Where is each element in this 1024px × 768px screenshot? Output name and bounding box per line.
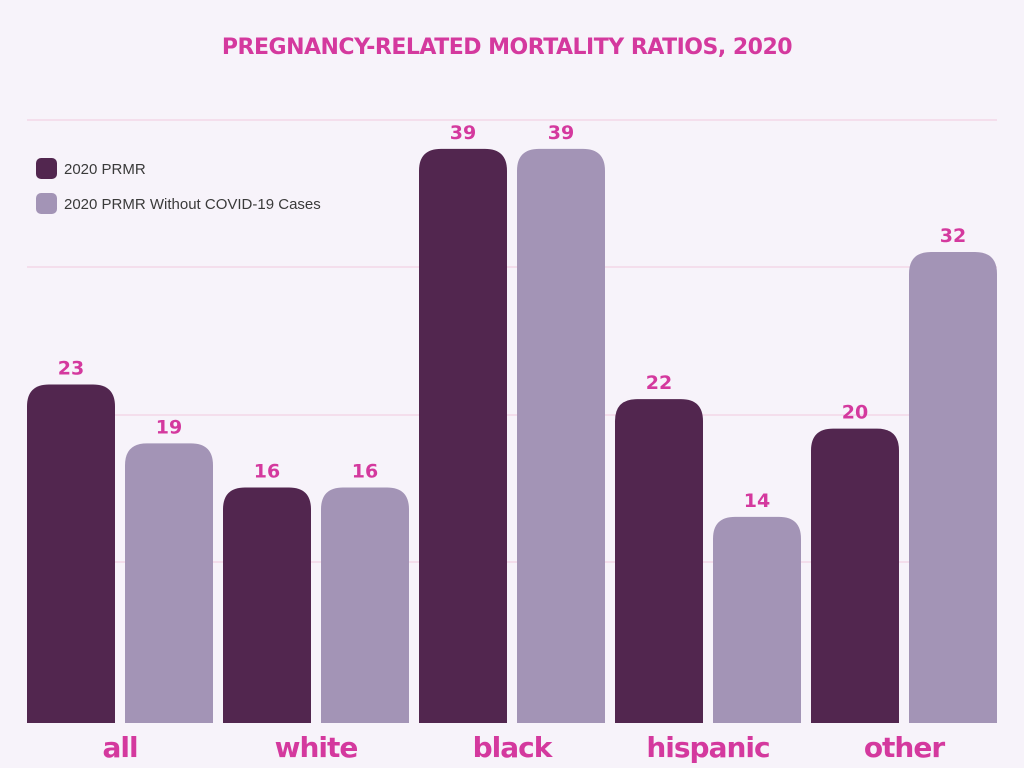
value-label-black-series-0: 39 [450,122,476,144]
bar-all-series-0 [27,384,115,723]
bar-black-series-0 [419,148,507,724]
chart-title: PREGNANCY-RELATED MORTALITY RATIOS, 2020 [222,35,792,60]
value-label-hispanic-series-0: 22 [646,372,672,394]
bar-hispanic-series-0 [615,399,703,723]
category-label-black: black [473,731,554,764]
bar-white-series-0 [223,487,311,723]
bar-black-series-1 [517,148,605,724]
bar-white-series-1 [321,487,409,723]
value-label-hispanic-series-1: 14 [744,490,770,512]
legend-label-prmr: 2020 PRMR [64,161,146,178]
bars [27,148,997,724]
value-labels: 23 19 16 16 39 39 22 14 20 32 [58,122,966,512]
legend-swatch-prmr [36,158,57,179]
bar-all-series-1 [125,443,213,723]
legend: 2020 PRMR 2020 PRMR Without COVID-19 Cas… [36,158,321,214]
value-label-white-series-0: 16 [254,460,280,482]
category-label-white: white [275,731,358,764]
legend-label-prmr-without-covid: 2020 PRMR Without COVID-19 Cases [64,196,321,213]
value-label-other-series-1: 32 [940,225,966,247]
legend-swatch-prmr-without-covid [36,193,57,214]
bar-hispanic-series-1 [713,516,801,723]
category-label-all: all [102,731,137,764]
category-label-hispanic: hispanic [646,731,769,764]
bar-other-series-0 [811,428,899,723]
value-label-all-series-1: 19 [156,416,182,438]
value-label-white-series-1: 16 [352,460,378,482]
value-label-black-series-1: 39 [548,122,574,144]
bar-other-series-1 [909,251,997,723]
category-labels: all white black hispanic other [102,731,946,764]
category-label-other: other [864,731,946,764]
value-label-all-series-0: 23 [58,357,84,379]
value-label-other-series-0: 20 [842,402,868,424]
